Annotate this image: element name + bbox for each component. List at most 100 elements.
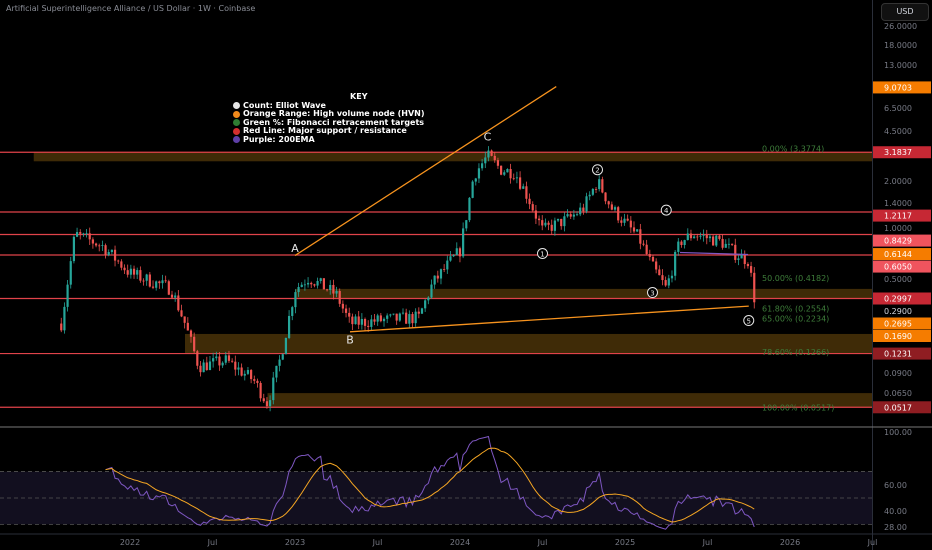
hvn-zone bbox=[267, 393, 872, 408]
price-label-bg bbox=[873, 347, 931, 360]
legend-label: Purple: 200EMA bbox=[243, 134, 315, 144]
price-label: 3.1837 bbox=[884, 148, 912, 157]
legend-label: Red Line: Major support / resistance bbox=[243, 126, 407, 135]
time-tick: Jul bbox=[537, 538, 548, 547]
legend-label: Orange Range: High volume node (HVN) bbox=[243, 109, 425, 118]
candle-body bbox=[623, 218, 626, 223]
candle-body bbox=[215, 356, 218, 359]
candle-body bbox=[753, 272, 756, 303]
candle-body bbox=[193, 336, 196, 352]
candle-body bbox=[148, 274, 151, 287]
candle-body bbox=[303, 284, 307, 286]
candle-body bbox=[370, 319, 373, 327]
candle-body bbox=[313, 284, 316, 286]
candle-body bbox=[522, 186, 525, 189]
time-tick: 2023 bbox=[285, 538, 305, 547]
price-tick: 18.0000 bbox=[884, 41, 917, 50]
candle-body bbox=[170, 294, 174, 298]
rsi-tick: 40.00 bbox=[884, 507, 907, 516]
candle-body bbox=[189, 330, 193, 337]
candle-body bbox=[126, 270, 129, 275]
candle-body bbox=[240, 367, 243, 376]
wave-count-label: 5 bbox=[747, 318, 751, 326]
candle-body bbox=[537, 218, 541, 221]
candle-body bbox=[94, 243, 98, 246]
candle-body bbox=[499, 165, 503, 175]
candle-body bbox=[177, 295, 180, 311]
candle-body bbox=[104, 245, 107, 256]
candle-body bbox=[341, 303, 344, 309]
candle-body bbox=[186, 322, 189, 331]
candle-body bbox=[585, 196, 588, 212]
candle-body bbox=[598, 179, 601, 190]
candle-body bbox=[401, 312, 405, 314]
candle-body bbox=[721, 238, 724, 248]
candle-body bbox=[325, 289, 329, 291]
candle-body bbox=[506, 169, 509, 173]
price-label-bg bbox=[873, 260, 931, 273]
candle-body bbox=[610, 204, 613, 210]
candle-body bbox=[560, 218, 563, 227]
candle-body bbox=[449, 256, 452, 261]
candle-body bbox=[601, 179, 604, 193]
candle-body bbox=[629, 220, 632, 228]
candle-body bbox=[727, 243, 731, 245]
candle-body bbox=[142, 280, 145, 282]
price-tick: 4.5000 bbox=[884, 127, 912, 136]
candle-body bbox=[651, 256, 655, 262]
candle-body bbox=[335, 290, 338, 294]
candle-body bbox=[180, 310, 183, 317]
price-label: 0.1690 bbox=[884, 332, 912, 341]
price-tick: 13.0000 bbox=[884, 61, 917, 70]
price-label-bg bbox=[873, 146, 931, 159]
candle-body bbox=[746, 264, 750, 267]
candle-body bbox=[708, 236, 712, 239]
candle-body bbox=[227, 355, 231, 361]
legend-item: Green %: Fibonacci retracement targets bbox=[233, 117, 425, 128]
candle-body bbox=[661, 275, 664, 281]
candle-body bbox=[132, 268, 136, 275]
candles bbox=[60, 146, 756, 412]
rsi-tick: 100.00 bbox=[884, 428, 912, 437]
candle-body bbox=[145, 274, 148, 281]
candle-body bbox=[161, 280, 164, 284]
candle-body bbox=[386, 315, 389, 319]
candle-body bbox=[110, 249, 113, 253]
candle-body bbox=[670, 275, 674, 279]
candle-body bbox=[730, 243, 734, 245]
price-label: 0.2695 bbox=[884, 320, 912, 329]
candle-body bbox=[636, 229, 639, 232]
currency-button[interactable]: USD bbox=[881, 3, 929, 21]
wave-letter-label: A bbox=[291, 242, 299, 255]
candle-body bbox=[518, 177, 522, 189]
wave-count-circle bbox=[647, 287, 658, 299]
rsi-tick: 60.00 bbox=[884, 481, 907, 490]
legend-label: Green %: Fibonacci retracement targets bbox=[243, 117, 425, 127]
wave-count-circle bbox=[537, 248, 548, 260]
price-tick: 1.0000 bbox=[884, 224, 912, 233]
candle-body bbox=[534, 210, 538, 219]
candle-body bbox=[566, 214, 569, 217]
candle-body bbox=[382, 318, 386, 322]
candle-body bbox=[79, 232, 82, 234]
legend-item: Count: Elliot Wave bbox=[233, 101, 425, 111]
fib-label: 61.80% (0.2554) bbox=[762, 304, 829, 313]
candle-body bbox=[556, 218, 560, 221]
candle-body bbox=[322, 278, 325, 290]
candle-body bbox=[332, 284, 335, 294]
price-tick: 26.0000 bbox=[884, 22, 917, 31]
wave-count-label: 4 bbox=[664, 207, 669, 215]
candle-body bbox=[395, 313, 398, 321]
candle-body bbox=[360, 318, 363, 325]
candle-body bbox=[221, 362, 224, 366]
candle-body bbox=[702, 235, 705, 236]
candle-body bbox=[234, 361, 237, 370]
candle-body bbox=[677, 241, 680, 252]
candle-body bbox=[237, 367, 240, 370]
candle-body bbox=[575, 214, 579, 216]
legend-item: Red Line: Major support / resistance bbox=[233, 126, 425, 136]
hvn-zone bbox=[185, 333, 872, 354]
candle-body bbox=[123, 267, 126, 271]
candle-body bbox=[547, 222, 550, 225]
